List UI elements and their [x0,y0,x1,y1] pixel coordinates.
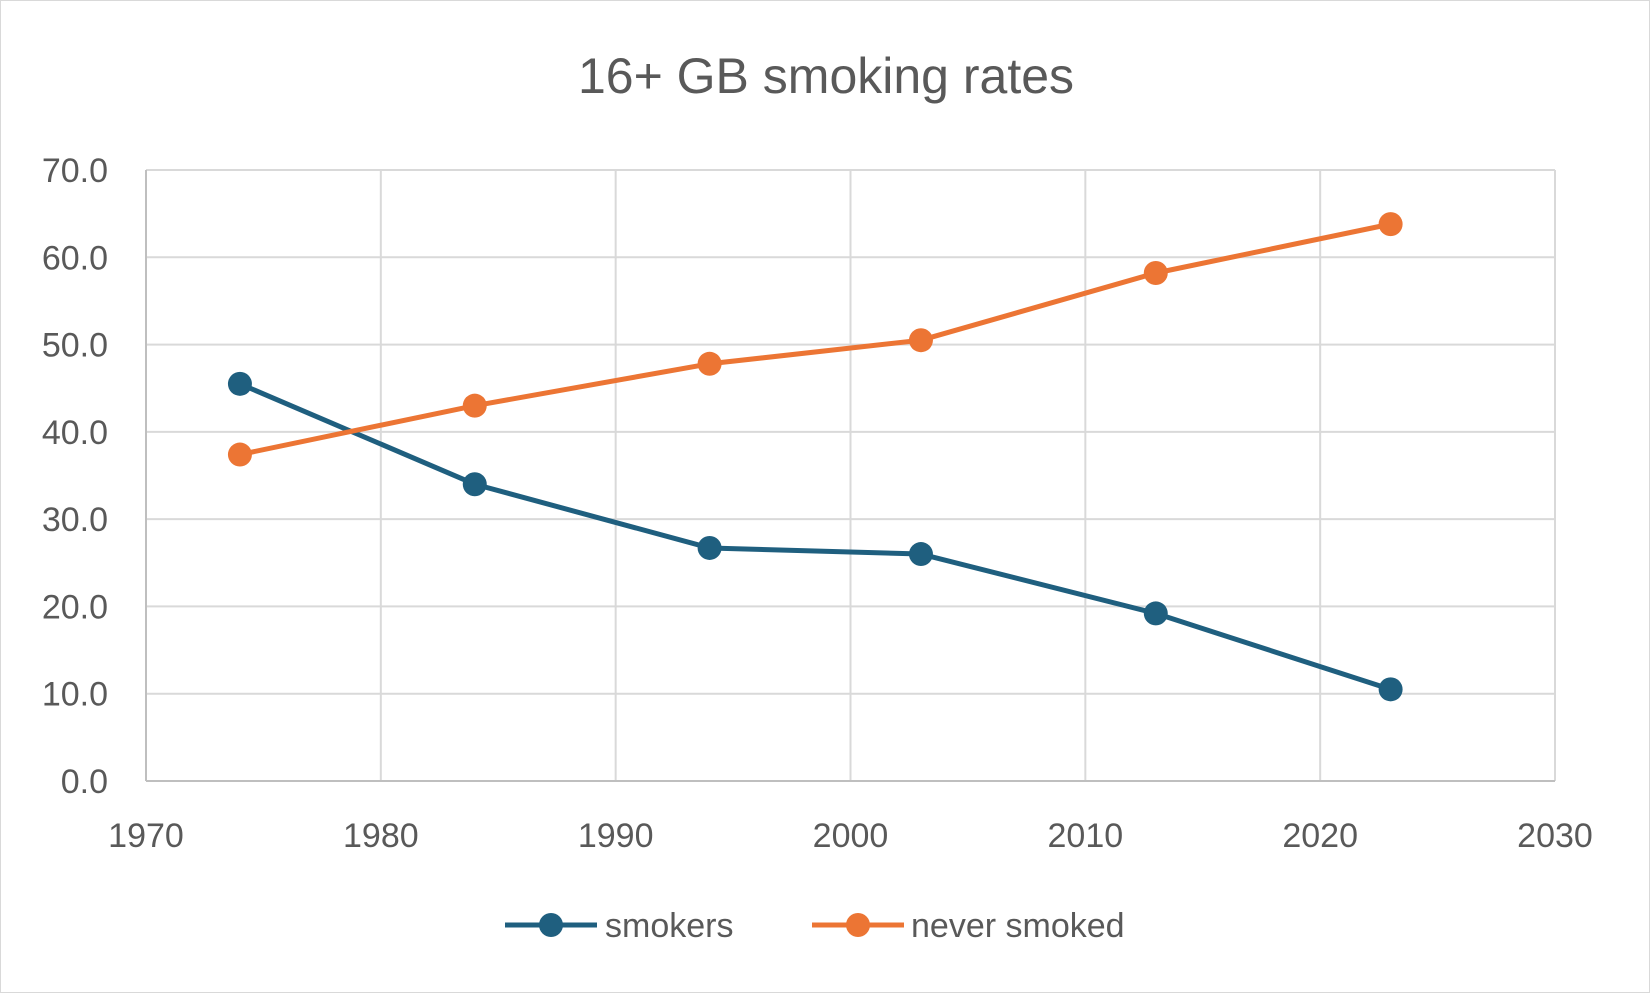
x-tick-label: 2030 [1517,817,1593,855]
y-tick-label: 50.0 [42,327,108,365]
data-point-smokers [227,371,252,396]
y-tick-label: 10.0 [42,676,108,714]
data-point-smokers [908,542,933,567]
chart-title: 16+ GB smoking rates [578,48,1074,104]
y-tick-label: 40.0 [42,414,108,452]
data-point-smokers [462,472,487,497]
data-point-smokers [1143,601,1168,626]
data-point-never-smoked [462,393,487,418]
data-point-never-smoked [1143,260,1168,285]
legend-swatch-marker [846,913,870,937]
data-point-never-smoked [1378,212,1403,237]
y-tick-label: 60.0 [42,239,108,277]
x-tick-label: 2010 [1048,817,1124,855]
legend-item-never-smoked: never smoked [812,907,1125,945]
x-tick-label: 1980 [343,817,419,855]
axis-layer: 0.0 10.0 20.0 30.0 40.0 50.0 60.0 70.0 1970 1980 1… [42,152,1593,855]
legend-item-smokers: smokers [505,907,733,945]
legend: smokers never smoked [505,907,1125,945]
y-tick-label: 20.0 [42,588,108,626]
data-point-smokers [1378,677,1403,702]
legend-swatch-marker [539,913,563,937]
x-tick-label: 1990 [578,817,654,855]
y-tick-label: 0.0 [61,763,108,801]
x-tick-label: 1970 [108,817,184,855]
data-point-never-smoked [697,351,722,376]
data-point-smokers [697,535,722,560]
legend-label: never smoked [911,907,1125,945]
data-point-never-smoked [227,442,252,467]
legend-label: smokers [605,907,733,945]
data-point-never-smoked [908,328,933,353]
series-layer [227,212,1403,702]
y-tick-label: 30.0 [42,501,108,539]
y-tick-label: 70.0 [42,152,108,190]
series-line-never-smoked [239,221,1392,457]
series-line-smokers [238,381,1392,692]
x-tick-label: 2020 [1282,817,1358,855]
x-tick-label: 2000 [813,817,889,855]
grid-layer [146,169,1556,781]
